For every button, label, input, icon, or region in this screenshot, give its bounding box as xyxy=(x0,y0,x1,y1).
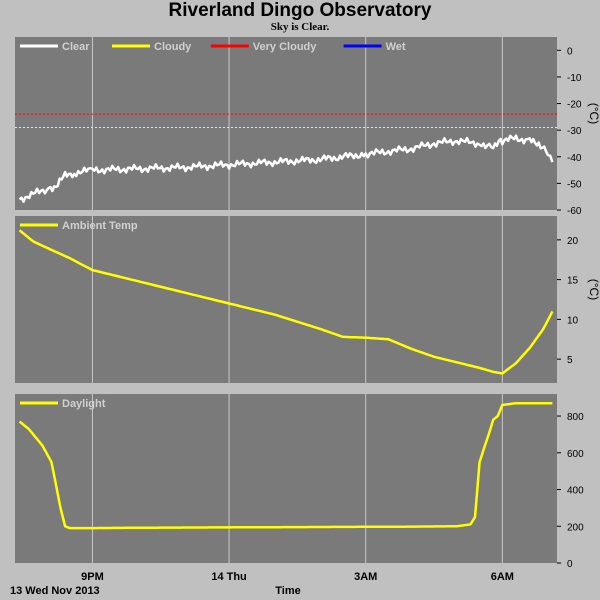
y-tick-label: -10 xyxy=(567,73,582,84)
x-tick-label: 6AM xyxy=(491,571,514,583)
y-axis-unit: (°C) xyxy=(587,279,600,300)
y-tick-label: 600 xyxy=(567,449,584,460)
series-line-ambient-temp xyxy=(18,229,554,375)
y-tick-label: 5 xyxy=(567,355,573,366)
legend-label-clear: Clear xyxy=(62,41,90,53)
y-tick-label: -60 xyxy=(567,206,582,217)
x-tick-label: 14 Thu xyxy=(211,571,246,583)
legend-label-very-cloudy: Very Cloudy xyxy=(253,41,317,53)
y-tick-label: 200 xyxy=(567,522,584,533)
y-tick-label: 20 xyxy=(567,236,579,247)
y-tick-label: 0 xyxy=(567,559,573,570)
y-tick-label: 10 xyxy=(567,315,579,326)
y-tick-label: 15 xyxy=(567,276,579,287)
plot-area-daylight xyxy=(15,394,557,563)
chart-title: Riverland Dingo Observatory xyxy=(168,0,432,21)
y-tick-label: -50 xyxy=(567,179,582,190)
legend-label-ambient-temp: Ambient Temp xyxy=(62,220,138,232)
y-axis-unit: (°C) xyxy=(587,103,600,124)
series-line-daylight xyxy=(18,401,553,530)
chart-subtitle: Sky is Clear. xyxy=(270,21,330,33)
legend-label-cloudy: Cloudy xyxy=(154,41,192,53)
x-axis-start-date: 13 Wed Nov 2013 xyxy=(10,585,100,597)
y-tick-label: -20 xyxy=(567,100,582,111)
plot-area-sky xyxy=(15,37,557,210)
y-tick-label: -40 xyxy=(567,153,582,164)
y-tick-label: -30 xyxy=(567,126,582,137)
y-tick-label: 800 xyxy=(567,412,584,423)
y-tick-label: 0 xyxy=(567,46,573,57)
y-tick-label: 400 xyxy=(567,486,584,497)
legend-label-wet: Wet xyxy=(386,41,406,53)
plot-area-ambient xyxy=(15,216,557,383)
x-axis-label: Time xyxy=(275,585,300,597)
legend-label-daylight: Daylight xyxy=(62,398,106,410)
series-line-clear xyxy=(18,134,554,203)
x-tick-label: 9PM xyxy=(81,571,104,583)
x-tick-label: 3AM xyxy=(354,571,377,583)
